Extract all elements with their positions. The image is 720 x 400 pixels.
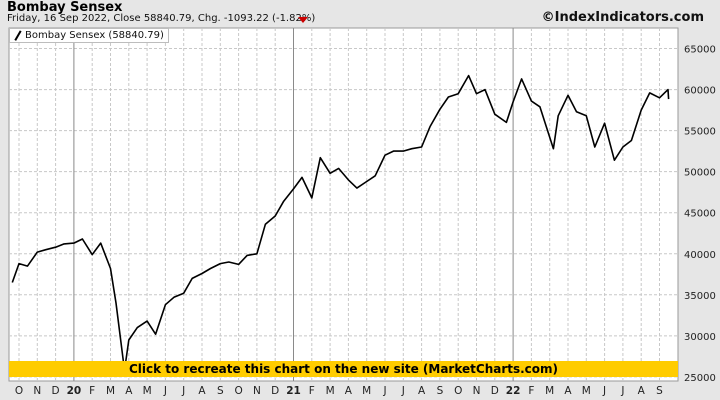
x-tick-label: A [125,385,133,397]
chart-legend: Bombay Sensex (58840.79) [9,28,169,43]
x-tick-label: J [620,385,624,397]
x-tick-label: F [89,385,95,397]
plot-area [8,27,679,382]
vertical-gridlines [18,28,660,381]
x-tick-label: A [638,385,646,397]
legend-label: Bombay Sensex (58840.79) [25,30,164,41]
y-tick-label: 25000 [684,373,716,384]
y-tick-label: 60000 [684,86,716,97]
y-tick-label: 30000 [684,332,716,343]
x-tick-label: D [491,385,499,397]
x-tick-label: J [401,385,405,397]
x-tick-label: N [473,385,481,397]
x-tick-label: J [163,385,167,397]
x-tick-label: A [345,385,353,397]
x-tick-label: 21 [286,385,301,397]
x-tick-label: M [362,385,371,397]
y-tick-label: 50000 [684,168,716,179]
x-tick-label: S [217,385,224,397]
x-tick-label: A [418,385,426,397]
down-arrow-icon [298,17,308,23]
y-tick-label: 55000 [684,127,716,138]
x-tick-label: M [106,385,115,397]
x-tick-label: O [15,385,23,397]
recreate-chart-banner-link[interactable]: Click to recreate this chart on the new … [9,361,678,377]
pencil-line-icon [14,31,21,40]
x-tick-label: N [33,385,41,397]
x-tick-label: O [234,385,242,397]
y-tick-label: 35000 [684,291,716,302]
x-axis-tick-labels: O N D 20 F M A M J J A S O N D 21 F M A M J J A S O N D 22 F M A M J J A S [15,385,663,397]
x-tick-label: D [271,385,279,397]
y-axis-tick-labels: 25000 30000 35000 40000 45000 50000 55000 60000… [684,45,716,384]
y-tick-label: 65000 [684,45,716,56]
series-line-bombay-sensex [11,74,670,372]
x-tick-label: J [382,385,386,397]
x-tick-label: S [656,385,663,397]
x-tick-label: M [143,385,152,397]
chart-subtitle: Friday, 16 Sep 2022, Close 58840.79, Chg… [7,13,316,24]
y-tick-label: 45000 [684,209,716,220]
x-tick-label: J [602,385,606,397]
x-tick-label: F [309,385,315,397]
x-tick-label: S [437,385,444,397]
x-tick-label: N [253,385,261,397]
x-tick-label: A [564,385,572,397]
x-tick-label: M [326,385,335,397]
x-tick-label: F [528,385,534,397]
x-tick-label: M [582,385,591,397]
x-tick-label: 22 [506,385,521,397]
x-tick-label: M [545,385,554,397]
y-tick-label: 40000 [684,250,716,261]
x-tick-label: O [454,385,462,397]
x-tick-label: 20 [67,385,82,397]
x-tick-label: J [181,385,185,397]
x-tick-label: A [198,385,206,397]
chart-title: Bombay Sensex [7,0,123,15]
copyright-text[interactable]: ©IndexIndicators.com [541,10,704,25]
x-tick-label: D [52,385,60,397]
